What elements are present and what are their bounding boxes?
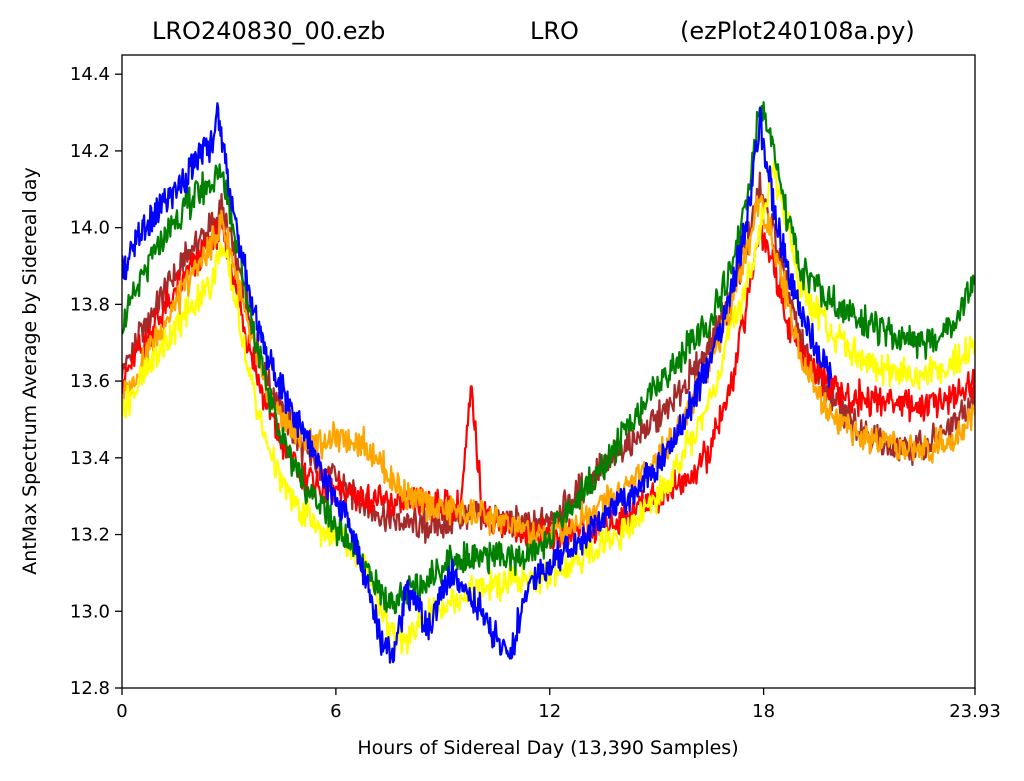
series-line xyxy=(122,215,975,553)
x-tick-label: 6 xyxy=(330,701,341,722)
series-layer xyxy=(122,101,975,664)
y-axis-label: AntMax Spectrum Average by Sidereal day xyxy=(19,167,41,574)
y-tick-label: 14.0 xyxy=(70,218,110,239)
title-part-script: (ezPlot240108a.py) xyxy=(680,17,915,45)
y-tick-label: 13.6 xyxy=(70,371,110,392)
y-tick-label: 13.4 xyxy=(70,448,110,469)
x-tick-label: 18 xyxy=(752,701,775,722)
title-part-file: LRO240830_00.ezb xyxy=(152,17,385,45)
y-tick-label: 12.8 xyxy=(70,678,110,699)
y-tick-label: 13.0 xyxy=(70,601,110,622)
y-tick-label: 13.2 xyxy=(70,525,110,546)
series-line xyxy=(122,102,833,664)
title-part-site: LRO xyxy=(530,17,579,45)
chart-title: LRO240830_00.ezb LRO (ezPlot240108a.py) xyxy=(152,17,915,45)
y-tick-label: 13.8 xyxy=(70,294,110,315)
plot-frame xyxy=(121,54,976,689)
series-line xyxy=(122,171,975,544)
y-axis: 12.8 13.0 13.2 13.4 13.6 13.8 14.0 14.2 14.4 xyxy=(70,64,122,699)
y-tick-label: 14.2 xyxy=(70,141,110,162)
x-tick-label: 0 xyxy=(116,701,127,722)
x-axis-label: Hours of Sidereal Day (13,390 Samples) xyxy=(357,737,738,759)
y-tick-label: 14.4 xyxy=(70,64,110,85)
x-tick-label: 23.93 xyxy=(949,701,1001,722)
x-axis: 0 6 12 18 23.93 xyxy=(116,688,1001,722)
series-line xyxy=(122,101,975,615)
x-tick-label: 12 xyxy=(538,701,561,722)
